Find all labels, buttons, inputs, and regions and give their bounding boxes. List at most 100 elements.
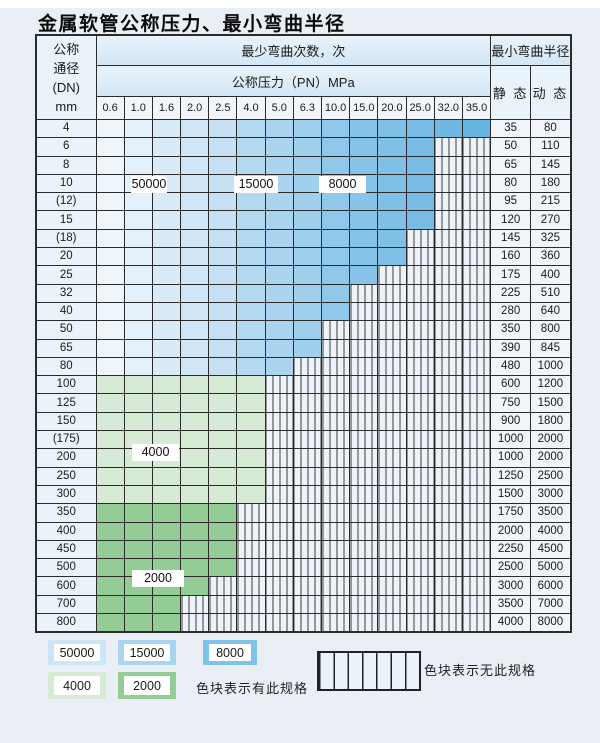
spec-available-cell <box>180 338 210 358</box>
spec-available-cell <box>180 192 210 212</box>
spec-available-cell <box>264 118 294 139</box>
table-row: (175) 1000 2000 <box>35 430 572 450</box>
dynamic-radius-value: 1800 <box>530 411 572 432</box>
dynamic-radius-value: 110 <box>530 137 572 157</box>
dynamic-radius-value: 400 <box>530 265 572 285</box>
spec-unavailable-cell <box>320 448 351 468</box>
spec-available-cell <box>95 265 125 285</box>
spec-available-cell <box>123 484 153 505</box>
spec-table-wrap: 公称 通径 (DN) mm 最少弯曲次数，次 最小弯曲半径 公称压力（PN）MP… <box>35 34 572 634</box>
spec-available-cell <box>349 210 379 230</box>
pressure-tick: 5.0 <box>264 96 294 120</box>
spec-available-cell <box>377 247 407 267</box>
spec-available-cell <box>320 192 351 212</box>
dn-cell: 600 <box>35 576 97 596</box>
dn-cell: 15 <box>35 210 97 230</box>
spec-unavailable-cell <box>320 539 351 560</box>
spec-available-cell <box>349 137 379 157</box>
spec-available-cell <box>95 320 125 340</box>
spec-unavailable-cell <box>433 356 463 377</box>
dn-cell: 250 <box>35 466 97 486</box>
spec-unavailable-cell <box>349 594 379 615</box>
pressure-tick: 32.0 <box>433 96 463 120</box>
spec-available-cell <box>264 301 294 322</box>
static-radius-value: 900 <box>490 411 532 432</box>
spec-available-cell <box>123 356 153 377</box>
spec-available-cell <box>208 265 238 285</box>
cycles-label-2000: 2000 <box>132 570 184 587</box>
spec-available-cell <box>180 466 210 486</box>
spec-available-cell <box>405 192 435 212</box>
spec-available-cell <box>95 283 125 303</box>
spec-unavailable-cell <box>320 558 351 578</box>
spec-unavailable-cell <box>292 576 323 596</box>
spec-available-cell <box>264 192 294 212</box>
spec-unavailable-cell <box>461 338 492 358</box>
spec-available-cell <box>208 539 238 560</box>
spec-unavailable-cell <box>349 356 379 377</box>
dynamic-radius-value: 800 <box>530 320 572 340</box>
spec-unavailable-cell <box>264 375 294 395</box>
spec-available-cell <box>151 484 182 505</box>
spec-unavailable-cell <box>264 594 294 615</box>
dynamic-radius-value: 4500 <box>530 539 572 560</box>
spec-unavailable-cell <box>433 155 463 175</box>
spec-available-cell <box>208 210 238 230</box>
spec-available-cell <box>180 356 210 377</box>
legend-item-4000: 4000 <box>48 672 106 699</box>
table-body: 4 35 80 6 50 110 8 65 145 10 80 180 (12) 95 215 15 120 27… <box>35 118 572 633</box>
spec-unavailable-cell <box>405 265 435 285</box>
spec-available-cell <box>320 228 351 249</box>
spec-available-cell <box>180 265 210 285</box>
spec-unavailable-cell <box>461 430 492 450</box>
dn-cell: 20 <box>35 247 97 267</box>
spec-available-cell <box>377 137 407 157</box>
spec-available-cell <box>236 137 266 157</box>
spec-available-cell <box>151 320 182 340</box>
dynamic-radius-value: 215 <box>530 192 572 212</box>
spec-unavailable-cell <box>320 338 351 358</box>
spec-available-cell <box>264 137 294 157</box>
spec-unavailable-cell <box>236 576 266 596</box>
dn-cell: 8 <box>35 155 97 175</box>
spec-unavailable-cell <box>236 558 266 578</box>
table-row: (12) 95 215 <box>35 192 572 212</box>
dn-cell: 450 <box>35 539 97 560</box>
spec-available-cell <box>95 118 125 139</box>
spec-available-cell <box>180 247 210 267</box>
spec-unavailable-cell <box>405 338 435 358</box>
spec-unavailable-cell <box>433 411 463 432</box>
spec-unavailable-cell <box>292 356 323 377</box>
dn-cell: 10 <box>35 173 97 194</box>
table-row: 10 80 180 <box>35 173 572 194</box>
spec-available-cell <box>264 356 294 377</box>
spec-available-cell <box>95 228 125 249</box>
spec-unavailable-cell <box>236 521 266 541</box>
dynamic-column-header: 动 态 <box>530 65 572 120</box>
spec-available-cell <box>151 301 182 322</box>
table-row: 50 350 800 <box>35 320 572 340</box>
spec-unavailable-cell <box>405 539 435 560</box>
spec-available-cell <box>208 466 238 486</box>
spec-unavailable-cell <box>349 411 379 432</box>
bend-radius-header: 最小弯曲半径 <box>490 34 572 66</box>
spec-unavailable-cell <box>264 558 294 578</box>
spec-unavailable-cell <box>292 430 323 450</box>
spec-available-cell <box>123 594 153 615</box>
table-row: 400 2000 4000 <box>35 521 572 541</box>
static-radius-value: 350 <box>490 320 532 340</box>
spec-available-cell <box>151 356 182 377</box>
spec-unavailable-cell <box>461 210 492 230</box>
spec-available-cell <box>236 265 266 285</box>
spec-unavailable-cell <box>405 411 435 432</box>
spec-available-cell <box>292 155 323 175</box>
spec-available-cell <box>123 539 153 560</box>
spec-unavailable-cell <box>292 393 323 413</box>
static-radius-value: 225 <box>490 283 532 303</box>
table-row: 65 390 845 <box>35 338 572 358</box>
dn-cell: 40 <box>35 301 97 322</box>
spec-available-cell <box>95 393 125 413</box>
spec-unavailable-cell <box>264 521 294 541</box>
static-radius-value: 35 <box>490 118 532 139</box>
spec-available-cell <box>236 484 266 505</box>
